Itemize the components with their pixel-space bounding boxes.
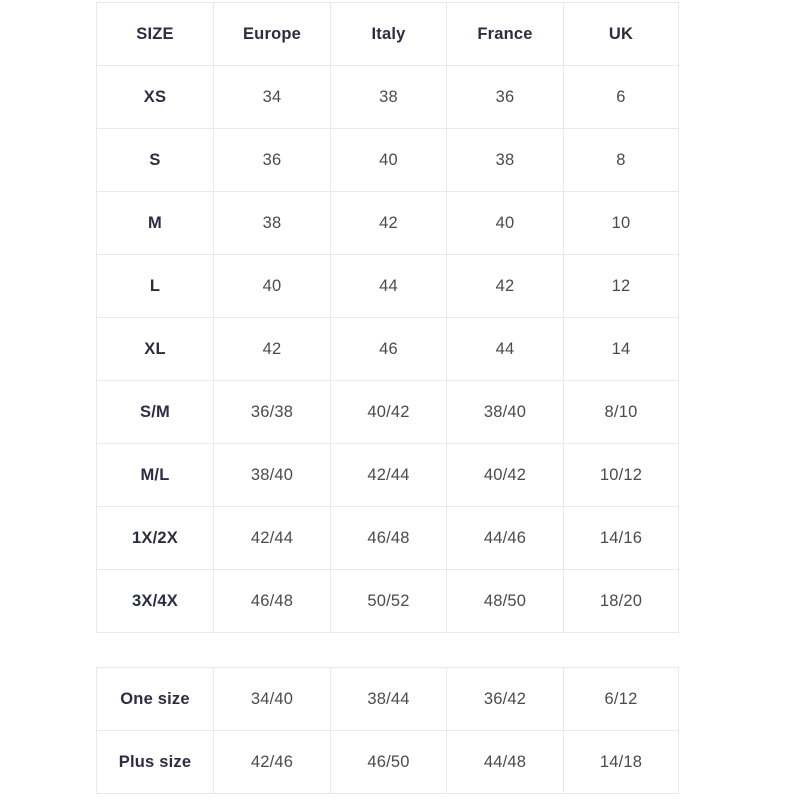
primary-table-body: XS 34 38 36 6 S 36 40 38 8 M 38 42 40 10 [96, 65, 679, 633]
cell-france: 38 [446, 128, 564, 192]
cell-uk: 14/16 [563, 506, 679, 570]
cell-uk: 14 [563, 317, 679, 381]
column-header-france: France [446, 2, 564, 66]
cell-uk: 10 [563, 191, 679, 255]
row-label: M [96, 191, 214, 255]
cell-italy: 50/52 [330, 569, 447, 633]
table-row: M/L 38/40 42/44 40/42 10/12 [96, 443, 679, 507]
cell-uk: 12 [563, 254, 679, 318]
cell-uk: 6 [563, 65, 679, 129]
primary-size-table: SIZE Europe Italy France UK XS 34 38 36 … [96, 2, 679, 633]
table-row: S 36 40 38 8 [96, 128, 679, 192]
cell-uk: 8/10 [563, 380, 679, 444]
secondary-table-body: One size 34/40 38/44 36/42 6/12 Plus siz… [96, 667, 679, 794]
cell-uk: 6/12 [563, 667, 679, 731]
table-row: XS 34 38 36 6 [96, 65, 679, 129]
cell-italy: 42 [330, 191, 447, 255]
cell-italy: 40/42 [330, 380, 447, 444]
cell-europe: 36 [213, 128, 331, 192]
column-header-uk: UK [563, 2, 679, 66]
cell-europe: 38 [213, 191, 331, 255]
cell-europe: 40 [213, 254, 331, 318]
table-header-row: SIZE Europe Italy France UK [96, 2, 679, 66]
table-row: One size 34/40 38/44 36/42 6/12 [96, 667, 679, 731]
row-label: 1X/2X [96, 506, 214, 570]
cell-france: 38/40 [446, 380, 564, 444]
cell-france: 36/42 [446, 667, 564, 731]
cell-europe: 34/40 [213, 667, 331, 731]
column-header-size: SIZE [96, 2, 214, 66]
cell-uk: 18/20 [563, 569, 679, 633]
column-header-europe: Europe [213, 2, 331, 66]
cell-europe: 34 [213, 65, 331, 129]
secondary-size-table: One size 34/40 38/44 36/42 6/12 Plus siz… [96, 667, 679, 794]
table-row: Plus size 42/46 46/50 44/48 14/18 [96, 730, 679, 794]
row-label: 3X/4X [96, 569, 214, 633]
column-header-italy: Italy [330, 2, 447, 66]
cell-italy: 38 [330, 65, 447, 129]
row-label: XS [96, 65, 214, 129]
row-label: L [96, 254, 214, 318]
cell-italy: 46/48 [330, 506, 447, 570]
cell-europe: 38/40 [213, 443, 331, 507]
row-label: S/M [96, 380, 214, 444]
primary-table-header: SIZE Europe Italy France UK [96, 2, 679, 66]
cell-europe: 42/46 [213, 730, 331, 794]
cell-france: 44/48 [446, 730, 564, 794]
cell-italy: 42/44 [330, 443, 447, 507]
cell-france: 48/50 [446, 569, 564, 633]
row-label: XL [96, 317, 214, 381]
table-row: XL 42 46 44 14 [96, 317, 679, 381]
cell-uk: 14/18 [563, 730, 679, 794]
cell-italy: 38/44 [330, 667, 447, 731]
cell-france: 40 [446, 191, 564, 255]
cell-italy: 46 [330, 317, 447, 381]
cell-italy: 40 [330, 128, 447, 192]
row-label: Plus size [96, 730, 214, 794]
table-row: M 38 42 40 10 [96, 191, 679, 255]
cell-france: 44 [446, 317, 564, 381]
row-label: One size [96, 667, 214, 731]
cell-italy: 46/50 [330, 730, 447, 794]
cell-france: 36 [446, 65, 564, 129]
row-label: S [96, 128, 214, 192]
cell-uk: 8 [563, 128, 679, 192]
cell-france: 40/42 [446, 443, 564, 507]
cell-france: 42 [446, 254, 564, 318]
table-row: 1X/2X 42/44 46/48 44/46 14/16 [96, 506, 679, 570]
cell-europe: 46/48 [213, 569, 331, 633]
cell-europe: 36/38 [213, 380, 331, 444]
table-row: L 40 44 42 12 [96, 254, 679, 318]
row-label: M/L [96, 443, 214, 507]
cell-europe: 42/44 [213, 506, 331, 570]
cell-italy: 44 [330, 254, 447, 318]
table-row: S/M 36/38 40/42 38/40 8/10 [96, 380, 679, 444]
table-row: 3X/4X 46/48 50/52 48/50 18/20 [96, 569, 679, 633]
cell-france: 44/46 [446, 506, 564, 570]
cell-europe: 42 [213, 317, 331, 381]
cell-uk: 10/12 [563, 443, 679, 507]
